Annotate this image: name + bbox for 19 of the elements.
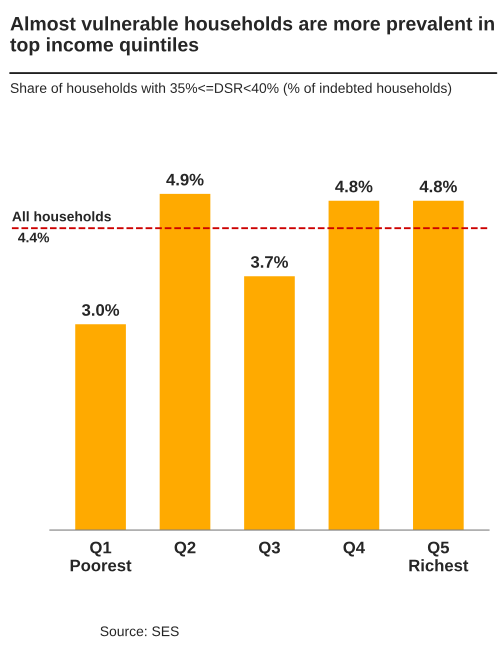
ref-line-label: All households 4.4%: [12, 211, 111, 242]
source-note: Source: SES: [100, 626, 179, 636]
bar: [244, 276, 295, 530]
chart-title: Almost vulnerable households are more prevalent in top income quintiles: [10, 16, 494, 56]
x-tick-label: Q4: [343, 542, 365, 557]
bar: [413, 200, 464, 530]
x-tick-label: Q5 Richest: [409, 542, 468, 572]
data-label: 4.8%: [420, 180, 457, 192]
data-label: 3.0%: [82, 304, 120, 316]
bar: [160, 194, 210, 530]
x-tick-label: Q2: [174, 542, 196, 557]
data-label: 4.9%: [166, 174, 204, 186]
chart-subtitle: Share of households with 35%<=DSR<40% (% of indebted households): [10, 82, 452, 96]
x-tick-label: Q1 Poorest: [70, 542, 132, 572]
bar: [328, 200, 380, 530]
data-label: 4.8%: [335, 180, 372, 192]
data-label: 3.7%: [250, 256, 288, 268]
bar: [75, 324, 126, 530]
x-tick-label: Q3: [259, 542, 280, 557]
